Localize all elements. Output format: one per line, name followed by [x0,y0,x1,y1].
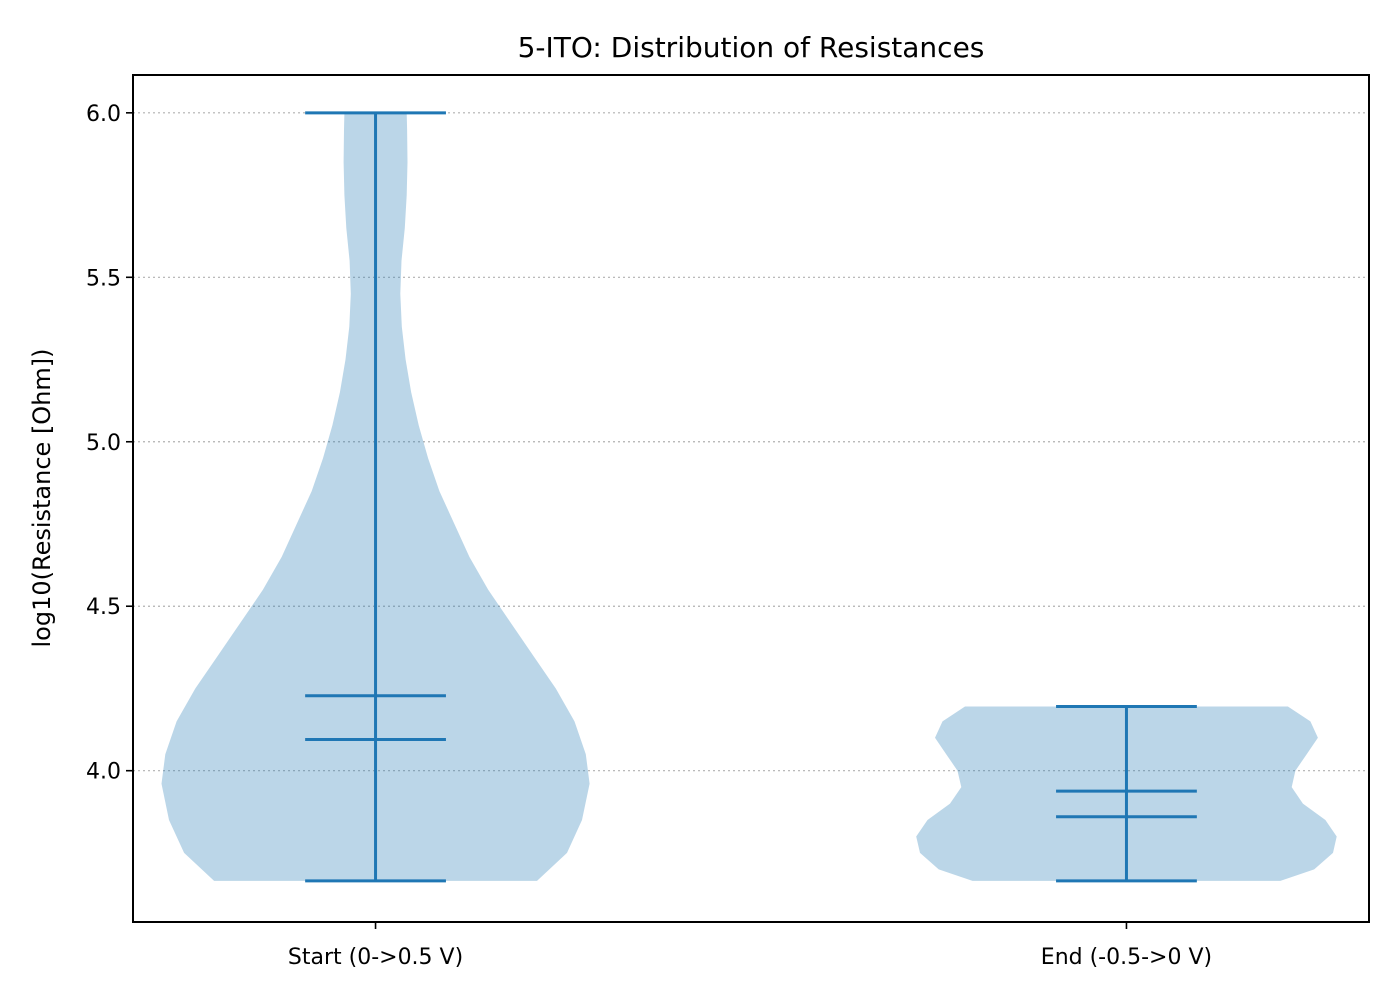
y-tick-label: 4.5 [86,595,121,620]
violin-stat-lines [305,111,1197,883]
chart-title: 5-ITO: Distribution of Resistances [518,31,985,64]
grid-lines [133,112,1369,772]
y-axis-label: log10(Resistance [Ohm]) [28,348,56,647]
y-axis: 4.0 4.5 5.0 5.5 6.0 [86,102,133,785]
y-tick-label: 5.5 [86,266,121,291]
x-tick-label: Start (0->0.5 V) [288,945,463,970]
plot-frame [132,74,1370,923]
violin-bodies [161,112,1337,881]
y-tick-label: 6.0 [86,102,121,127]
y-tick-label: 5.0 [86,431,121,456]
x-axis: Start (0->0.5 V) End (-0.5->0 V) [288,922,1212,970]
y-tick-label: 4.0 [86,760,121,785]
x-tick-label: End (-0.5->0 V) [1041,945,1212,970]
